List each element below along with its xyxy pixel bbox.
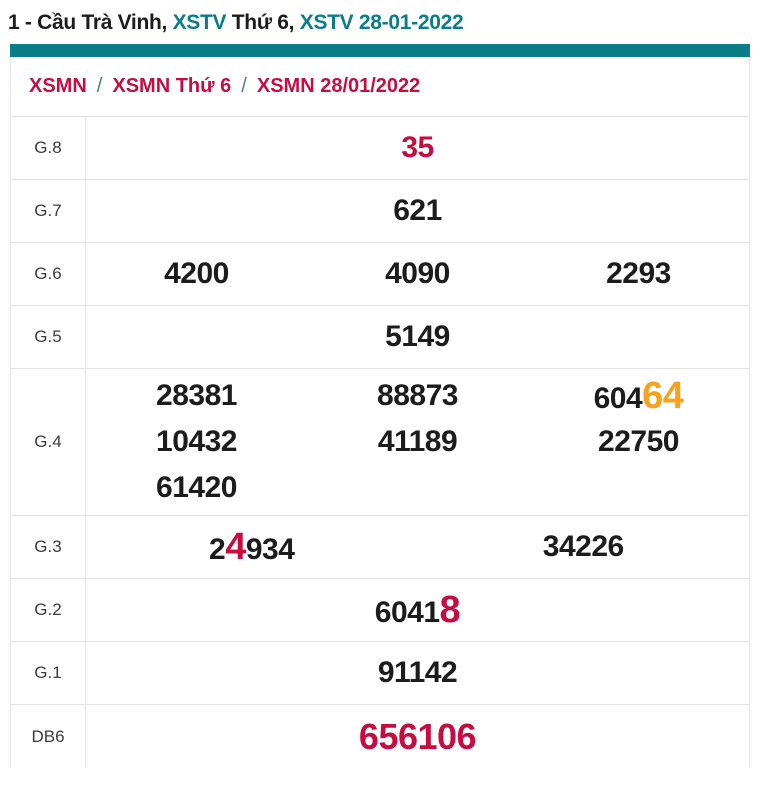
prize-number: 4200 bbox=[86, 259, 307, 289]
prize-row-values: 91142 bbox=[86, 642, 749, 704]
page-title-middle: Thứ 6, bbox=[226, 11, 300, 34]
prize-row-label: DB6 bbox=[11, 705, 86, 768]
prize-number-segment: 2293 bbox=[606, 257, 671, 290]
prize-row: G.4 28381 88873 60464 10432 41189 22750 61420 bbox=[11, 369, 749, 516]
prize-row: G.2 60418 bbox=[11, 579, 749, 642]
prize-number: 28381 bbox=[86, 381, 307, 411]
prize-number-highlight: 4 bbox=[225, 526, 246, 568]
prize-number-highlight: 8 bbox=[439, 589, 461, 631]
prize-row-values: 5149 bbox=[86, 306, 749, 368]
results-panel: XSMN / XSMN Thứ 6 / XSMN 28/01/2022 G.8 3… bbox=[10, 57, 750, 768]
page-title-station: XSTV bbox=[172, 11, 227, 34]
prize-row-values: 28381 88873 60464 10432 41189 22750 61420 bbox=[86, 369, 749, 515]
prize-number: 24934 bbox=[86, 528, 418, 566]
prize-number: 35 bbox=[86, 133, 749, 163]
prize-row-label: G.5 bbox=[11, 306, 86, 368]
prize-number-highlight: 64 bbox=[642, 375, 684, 417]
prize-number-segment: 4200 bbox=[164, 257, 229, 290]
prize-number: 4090 bbox=[307, 259, 528, 289]
prize-number: 60464 bbox=[528, 377, 749, 415]
prize-number-segment: 604 bbox=[593, 382, 643, 415]
prize-number: 41189 bbox=[307, 427, 528, 457]
prize-number-segment: 10432 bbox=[156, 425, 237, 458]
prize-number: 2293 bbox=[528, 259, 749, 289]
prize-number-segment: 61420 bbox=[156, 471, 237, 504]
page-title-prefix: 1 - Cầu Trà Vinh, bbox=[8, 11, 173, 34]
prize-row-values: 35 bbox=[86, 117, 749, 179]
prize-number-segment: 28381 bbox=[156, 379, 237, 412]
prize-row-values: 60418 bbox=[86, 579, 749, 641]
prize-number: 91142 bbox=[86, 658, 749, 688]
prize-number: 60418 bbox=[86, 591, 749, 629]
breadcrumb-link-xsmn-thu6[interactable]: XSMN Thứ 6 bbox=[112, 75, 232, 97]
prize-number-highlight: 656106 bbox=[358, 715, 477, 757]
prize-row-values: 24934 34226 bbox=[86, 516, 749, 578]
prize-row: G.7 621 bbox=[11, 180, 749, 243]
prize-row: DB6 656106 bbox=[11, 705, 749, 768]
prize-number: 10432 bbox=[86, 427, 307, 457]
prize-row-values: 656106 bbox=[86, 705, 749, 768]
prize-number-segment: 934 bbox=[245, 533, 295, 566]
prize-number: 621 bbox=[86, 196, 749, 226]
prize-row-label: G.6 bbox=[11, 243, 86, 305]
prize-number-segment: 621 bbox=[393, 194, 442, 227]
prize-number-segment: 4090 bbox=[385, 257, 450, 290]
breadcrumb-separator: / bbox=[241, 75, 247, 97]
prize-row: G.8 35 bbox=[11, 117, 749, 180]
breadcrumb-separator: / bbox=[96, 75, 103, 97]
prize-row-values: 621 bbox=[86, 180, 749, 242]
results-table-body: G.8 35 G.7 621 G.6 4200 4090 2293 G.5 5149 G.4 2838… bbox=[11, 117, 749, 768]
prize-row: G.6 4200 4090 2293 bbox=[11, 243, 749, 306]
prize-number: 34226 bbox=[418, 532, 750, 562]
prize-row-label: G.7 bbox=[11, 180, 86, 242]
prize-row-values: 4200 4090 2293 bbox=[86, 243, 749, 305]
prize-row-label: G.2 bbox=[11, 579, 86, 641]
prize-row-label: G.4 bbox=[11, 369, 86, 515]
prize-row: G.5 5149 bbox=[11, 306, 749, 369]
teal-divider-bar bbox=[10, 44, 750, 57]
prize-number-segment: 22750 bbox=[598, 425, 679, 458]
page-title: 1 - Cầu Trà Vinh, XSTV Thứ 6, XSTV 28-01… bbox=[8, 11, 752, 35]
prize-number-segment: 41189 bbox=[377, 425, 458, 458]
prize-number-segment: 88873 bbox=[377, 379, 458, 412]
prize-row-label: G.1 bbox=[11, 642, 86, 704]
prize-number: 88873 bbox=[307, 381, 528, 411]
prize-number-highlight: 35 bbox=[401, 131, 434, 164]
prize-number-segment: 2 bbox=[209, 533, 226, 566]
breadcrumb-link-xsmn[interactable]: XSMN bbox=[29, 75, 87, 97]
prize-number: 656106 bbox=[86, 715, 749, 757]
prize-row-label: G.8 bbox=[11, 117, 86, 179]
prize-number-segment: 5149 bbox=[385, 320, 450, 353]
prize-row-label: G.3 bbox=[11, 516, 86, 578]
page-title-date: XSTV 28-01-2022 bbox=[299, 11, 464, 34]
prize-number: 5149 bbox=[86, 322, 749, 352]
prize-number: 22750 bbox=[528, 427, 749, 457]
breadcrumb-link-xsmn-date[interactable]: XSMN 28/01/2022 bbox=[256, 75, 421, 97]
prize-number-segment: 34226 bbox=[542, 530, 624, 563]
prize-row: G.3 24934 34226 bbox=[11, 516, 749, 579]
prize-number: 61420 bbox=[86, 473, 307, 503]
prize-number-segment: 91142 bbox=[377, 656, 458, 689]
breadcrumb: XSMN / XSMN Thứ 6 / XSMN 28/01/2022 bbox=[11, 57, 749, 117]
prize-row: G.1 91142 bbox=[11, 642, 749, 705]
prize-number-segment: 6041 bbox=[374, 596, 440, 629]
